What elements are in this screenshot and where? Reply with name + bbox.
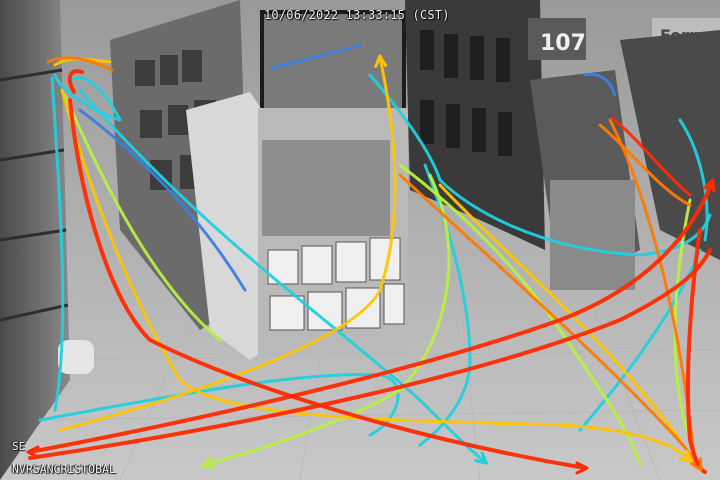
white-bin [58,340,94,374]
trail-arrowhead [26,445,40,459]
motion-trail-lime [203,173,451,467]
trail-arrowhead [703,178,716,193]
left-shelf [0,0,70,480]
trail-arrowhead [374,54,388,68]
trail-arrowhead [690,457,703,472]
camera-label-line2: NVRSANCRISTOBAL [12,462,116,476]
motion-trail-red [28,248,712,460]
trail-arrowhead [201,456,216,470]
motion-trail-cyan [578,248,702,432]
motion-trail-yellow [438,183,682,442]
endcap-display [186,92,262,360]
right-shelf-hooks [420,30,512,156]
motion-trail-orange [598,123,692,207]
motion-trail-blue [270,43,362,70]
motion-trail-red [610,116,692,197]
motion-trail-yellow [58,56,397,432]
motion-trail-red [67,69,84,94]
motion-trail-cyan [678,118,709,242]
motion-trail-orange [46,56,114,72]
endcap-products [267,237,405,331]
motion-trail-blue [78,108,247,292]
trail-arrowhead [575,461,589,475]
far-right-shelf [620,30,720,260]
trail-arrowhead [679,449,694,463]
aisle-number: 107 [540,31,586,56]
motion-trail-cyan [53,73,122,122]
appliance-box [550,180,635,290]
motion-trail-cyan [78,88,487,464]
motion-trail-lime [63,93,222,342]
motion-trail-orange [398,173,702,470]
motion-trail-cyan [38,372,400,437]
trail-arrowhead [474,451,489,465]
timestamp-overlay: 10/06/2022 13:33:15 (CST) [264,8,450,22]
motion-trail-red [68,98,587,470]
endcap-sign [262,140,390,236]
aisle-number-sign [528,18,586,60]
motion-trail-yellow [60,88,692,462]
left-shelf-rows [0,68,69,322]
motion-trail-red [28,180,714,454]
motion-trail-blue [583,72,617,97]
motion-trail-lime [398,163,642,467]
motion-trail-red [686,228,707,474]
camera-label-line1: SE [12,440,26,453]
motion-trail-cyan [50,76,65,412]
